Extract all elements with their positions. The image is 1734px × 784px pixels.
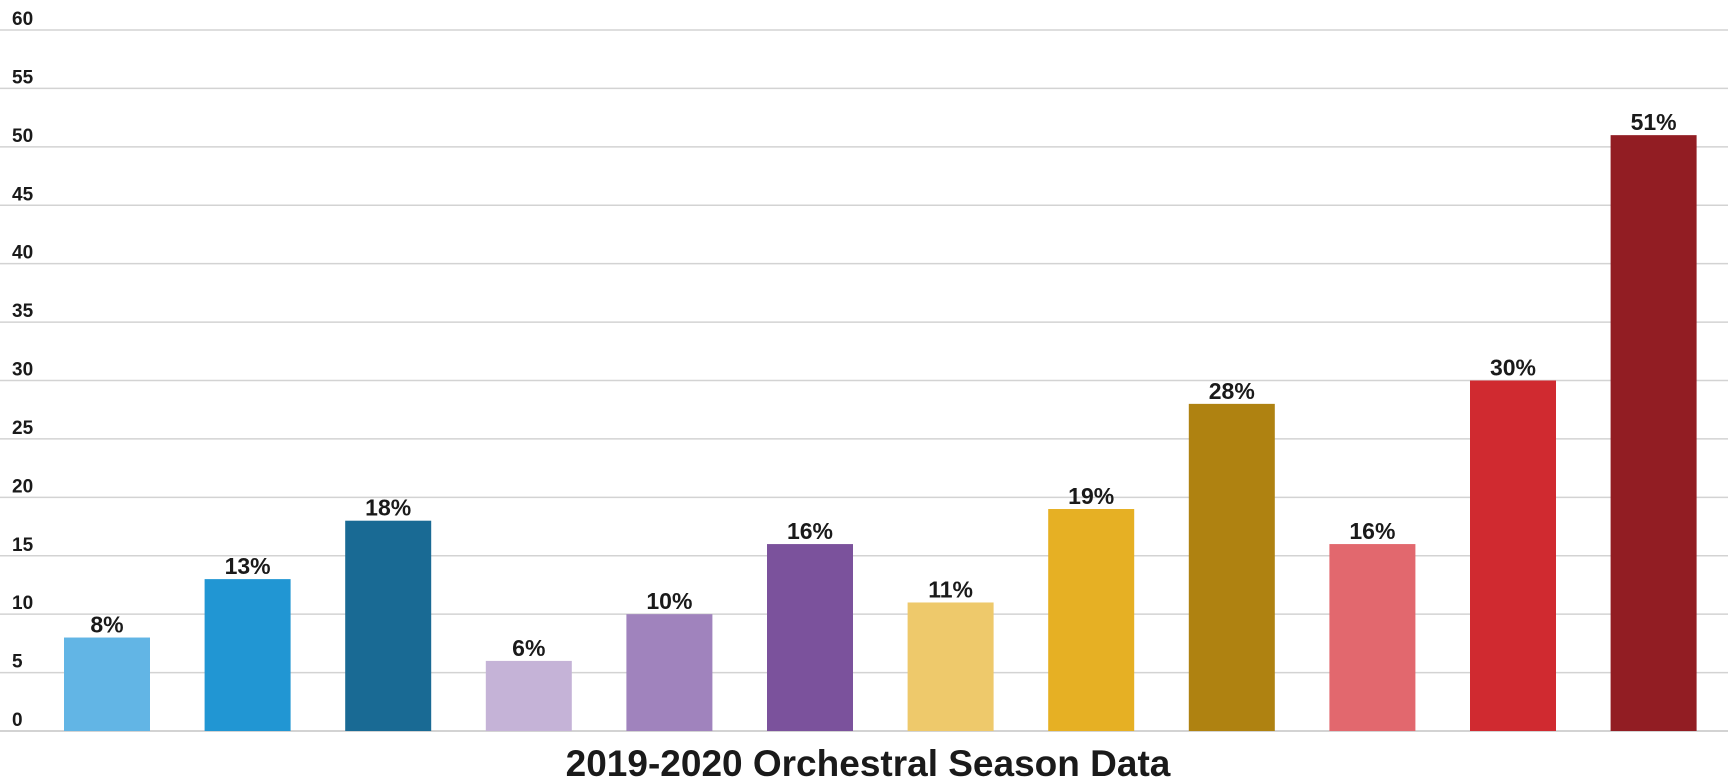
chart-title: 2019-2020 Orchestral Season Data [566, 743, 1171, 784]
data-label: 16% [787, 518, 833, 544]
y-tick-label: 10 [12, 593, 33, 614]
y-tick-label: 45 [12, 184, 34, 205]
bar [1048, 509, 1135, 731]
data-label: 8% [90, 612, 123, 638]
y-tick-label: 60 [12, 9, 33, 30]
data-label: 10% [646, 588, 692, 614]
bar [907, 602, 994, 731]
data-labels: 8% 13% 18% 6% 10% 16% 11% 19% 28% 16% 30% 51% [90, 109, 1676, 661]
bar [1470, 380, 1556, 731]
bar [1329, 544, 1416, 731]
bar [345, 520, 432, 731]
bars [64, 135, 1697, 731]
data-label: 51% [1631, 109, 1677, 135]
y-tick-label: 15 [12, 535, 34, 556]
y-tick-label: 0 [12, 710, 23, 731]
bar [626, 614, 713, 731]
y-tick-label: 20 [12, 476, 33, 497]
bar [204, 579, 291, 731]
bar [64, 637, 150, 731]
bar [485, 660, 572, 731]
bar [1188, 403, 1275, 731]
data-label: 19% [1068, 483, 1114, 509]
y-tick-label: 5 [12, 652, 23, 673]
data-label: 30% [1490, 355, 1536, 381]
data-label: 6% [512, 635, 545, 661]
bar [767, 544, 853, 731]
data-label: 13% [225, 553, 271, 579]
y-tick-label: 55 [12, 67, 34, 88]
y-axis-tick-labels: 0 5 10 15 20 25 30 35 40 45 50 55 60 [12, 9, 34, 731]
y-tick-label: 25 [12, 418, 34, 439]
y-tick-label: 40 [12, 243, 33, 264]
data-label: 18% [365, 495, 411, 521]
data-label: 11% [928, 576, 973, 602]
y-tick-label: 35 [12, 301, 34, 322]
data-label: 28% [1209, 378, 1255, 404]
y-tick-label: 30 [12, 360, 33, 381]
y-tick-label: 50 [12, 126, 33, 147]
data-label: 16% [1349, 518, 1395, 544]
bar [1610, 135, 1697, 731]
